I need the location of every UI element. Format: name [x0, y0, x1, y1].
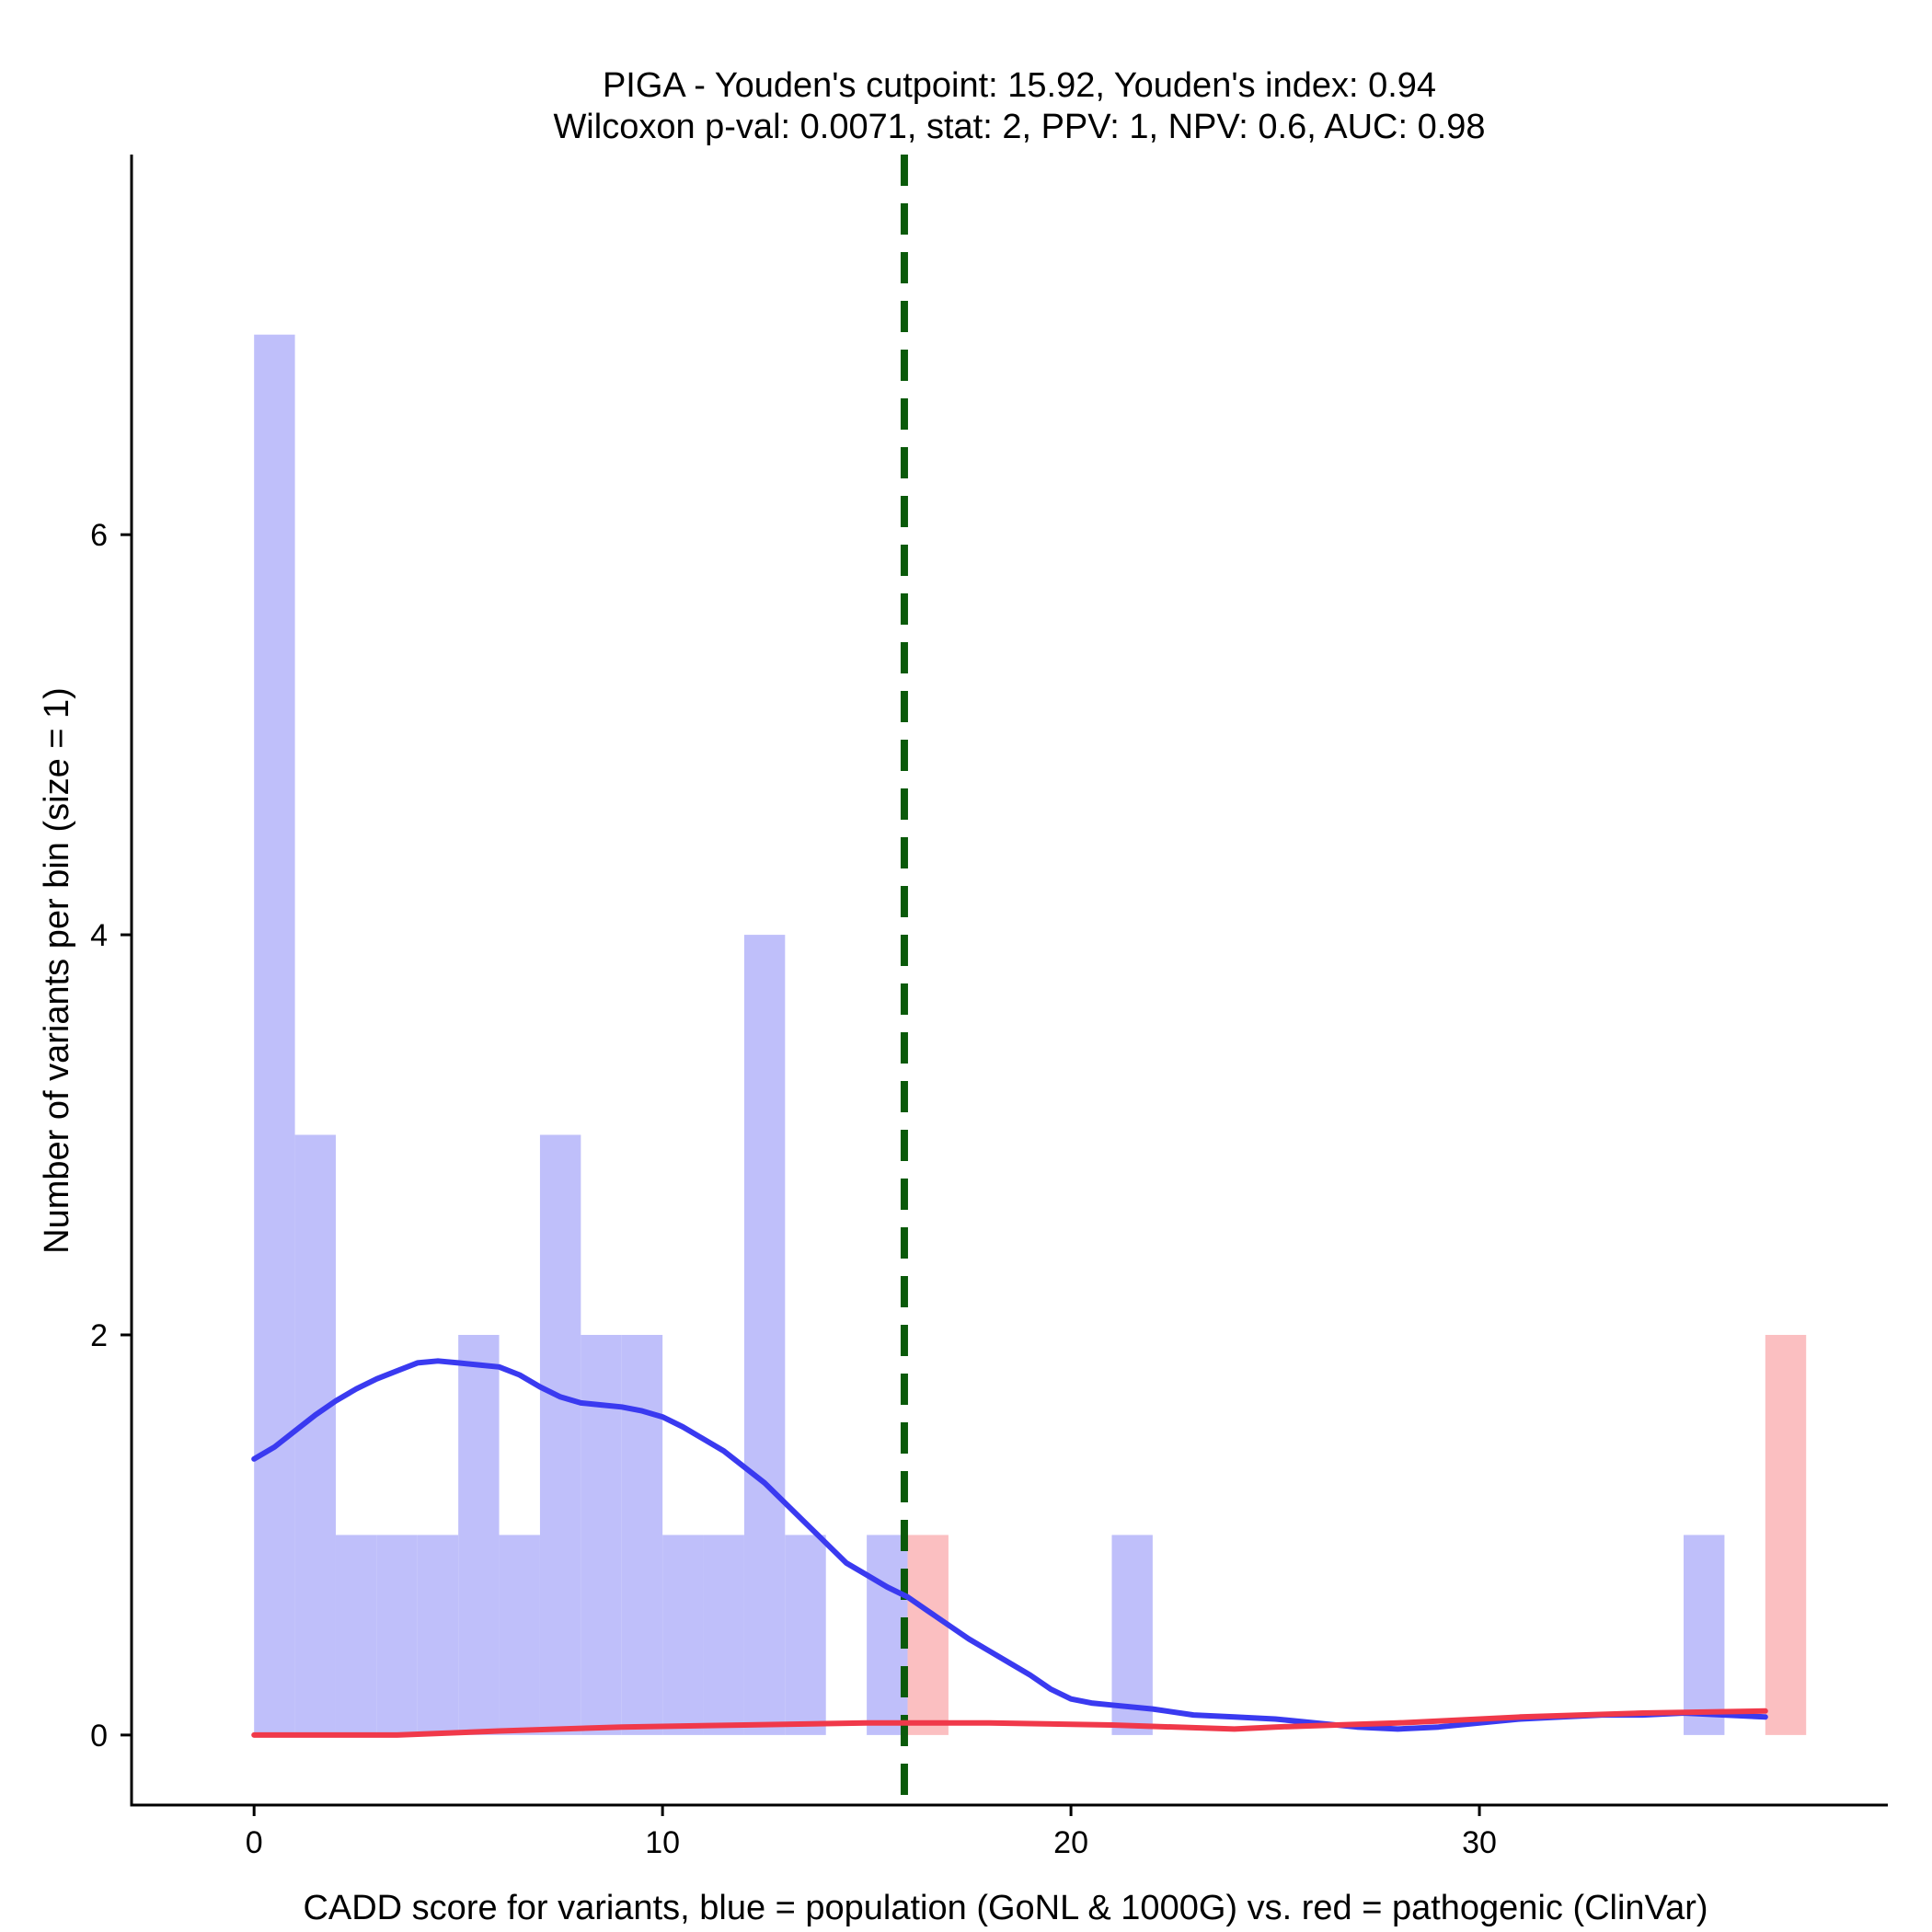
x-tick-label: 0 — [246, 1825, 263, 1860]
population-bar — [1684, 1535, 1725, 1735]
pathogenic-density-line — [251, 1708, 1768, 1738]
pathogenic-bar — [1765, 1334, 1807, 1735]
x-tick-label: 20 — [1053, 1825, 1088, 1860]
population-bar — [417, 1535, 459, 1735]
population-bar — [335, 1535, 377, 1735]
y-axis-ticks: 0 2 4 6 — [90, 518, 132, 1754]
population-bar — [539, 1134, 581, 1735]
x-tick-label: 10 — [645, 1825, 680, 1860]
population-bar — [621, 1334, 663, 1735]
x-tick-label: 30 — [1462, 1825, 1497, 1860]
population-density-line — [251, 1358, 1768, 1732]
y-tick-label: 2 — [90, 1318, 108, 1353]
chart-title-line1: PIGA - Youden's cutpoint: 15.92, Youden'… — [603, 66, 1436, 105]
chart-title-line2: Wilcoxon p-val: 0.0071, stat: 2, PPV: 1,… — [553, 108, 1485, 146]
x-axis-label: CADD score for variants, blue = populati… — [303, 1889, 1708, 1927]
population-bar — [254, 334, 295, 1735]
population-bar — [743, 935, 786, 1735]
population-bar — [458, 1334, 500, 1735]
y-tick-label: 6 — [90, 518, 108, 553]
population-bar — [1111, 1535, 1153, 1735]
y-tick-label: 4 — [90, 918, 108, 953]
population-bar — [703, 1535, 744, 1735]
pathogenic-bars — [907, 1334, 1807, 1735]
x-axis-ticks: 0 10 20 30 — [246, 1805, 1497, 1860]
population-bars — [254, 334, 1725, 1735]
population-bar — [662, 1535, 704, 1735]
population-bar — [499, 1535, 540, 1735]
y-tick-label: 0 — [90, 1719, 108, 1754]
population-bar — [581, 1334, 622, 1735]
pathogenic-bar — [907, 1535, 949, 1735]
population-bar — [785, 1535, 826, 1735]
y-axis-label: Number of variants per bin (size = 1) — [38, 687, 76, 1254]
population-bar — [376, 1535, 418, 1735]
population-bar — [294, 1134, 336, 1735]
